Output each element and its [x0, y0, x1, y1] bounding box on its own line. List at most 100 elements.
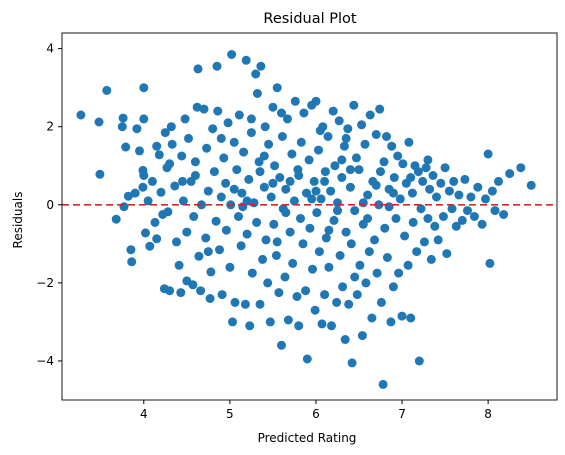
data-point: [357, 120, 367, 130]
data-point: [311, 96, 321, 106]
data-point: [340, 335, 350, 344]
data-point: [197, 200, 206, 210]
data-point: [219, 153, 229, 163]
data-point: [165, 286, 175, 296]
data-point: [256, 61, 266, 71]
data-point: [178, 176, 187, 186]
data-point: [239, 147, 249, 157]
data-point: [315, 126, 325, 136]
data-point: [382, 253, 392, 262]
data-point: [180, 114, 190, 124]
data-point: [363, 190, 373, 200]
data-point: [354, 165, 364, 175]
data-point: [252, 217, 262, 227]
x-axis: 4 5 6 7 8: [140, 400, 492, 421]
data-point: [259, 182, 269, 192]
data-point: [216, 133, 226, 143]
data-point: [265, 317, 275, 327]
data-point: [177, 151, 187, 161]
data-point: [447, 204, 457, 214]
y-axis: −4 −2 0 2 4: [36, 42, 62, 368]
data-point: [387, 141, 397, 151]
x-axis-label: Predicted Rating: [258, 431, 357, 445]
data-point: [206, 267, 216, 277]
data-point: [277, 108, 286, 118]
data-point: [167, 139, 177, 149]
data-point: [234, 110, 244, 120]
data-point: [126, 245, 136, 255]
data-point: [281, 184, 291, 194]
data-point: [127, 257, 137, 267]
data-point: [326, 186, 336, 196]
data-point: [156, 187, 166, 197]
y-tick-label: 4: [46, 42, 54, 56]
data-point: [229, 137, 239, 147]
data-point: [395, 194, 405, 204]
data-point: [302, 188, 311, 198]
data-point: [280, 272, 290, 282]
data-point: [345, 165, 355, 175]
data-point: [241, 55, 251, 65]
data-point: [138, 182, 148, 192]
data-point: [150, 217, 160, 227]
data-point: [275, 173, 285, 182]
scatter-points: [76, 50, 536, 389]
data-point: [436, 178, 446, 188]
data-point: [152, 141, 162, 151]
data-point: [216, 192, 226, 202]
data-point: [379, 157, 389, 167]
data-point: [227, 50, 237, 59]
data-point: [393, 151, 403, 161]
data-point: [237, 188, 247, 198]
data-point: [384, 202, 394, 212]
data-point: [266, 192, 276, 202]
data-point: [251, 69, 261, 79]
data-point: [307, 194, 317, 204]
data-point: [201, 233, 211, 243]
data-point: [335, 251, 345, 260]
y-tick-label: 0: [46, 198, 54, 212]
data-point: [376, 167, 385, 177]
data-point: [215, 245, 224, 255]
data-point: [290, 96, 300, 106]
data-point: [132, 124, 142, 134]
data-point: [261, 235, 271, 245]
data-point: [274, 288, 284, 298]
data-point: [246, 114, 256, 124]
data-point: [404, 137, 414, 147]
data-point: [223, 118, 233, 128]
data-point: [442, 249, 452, 259]
data-point: [152, 234, 162, 244]
x-tick-label: 6: [312, 407, 320, 421]
data-point: [364, 247, 374, 257]
data-point: [130, 188, 140, 198]
data-point: [203, 247, 213, 257]
data-point: [247, 268, 257, 278]
data-point: [294, 321, 304, 331]
data-point: [357, 331, 367, 341]
data-point: [172, 237, 181, 247]
data-point: [268, 178, 278, 188]
y-axis-label: Residuals: [11, 192, 25, 249]
data-point: [192, 102, 202, 112]
plot-area-frame: [61, 32, 558, 401]
data-point: [372, 268, 382, 278]
data-point: [398, 159, 408, 169]
data-point: [499, 210, 509, 219]
data-point: [333, 206, 342, 216]
data-point: [481, 194, 490, 204]
data-point: [119, 202, 129, 212]
data-point: [234, 212, 243, 221]
data-point: [374, 200, 384, 210]
data-point: [361, 278, 371, 288]
data-point: [418, 176, 428, 186]
data-point: [102, 85, 112, 95]
data-point: [388, 188, 398, 198]
data-point: [229, 184, 239, 194]
data-point: [117, 122, 127, 132]
data-point: [263, 278, 273, 288]
data-point: [143, 196, 153, 206]
data-point: [412, 247, 422, 257]
data-point: [367, 313, 377, 323]
data-point: [332, 297, 342, 307]
